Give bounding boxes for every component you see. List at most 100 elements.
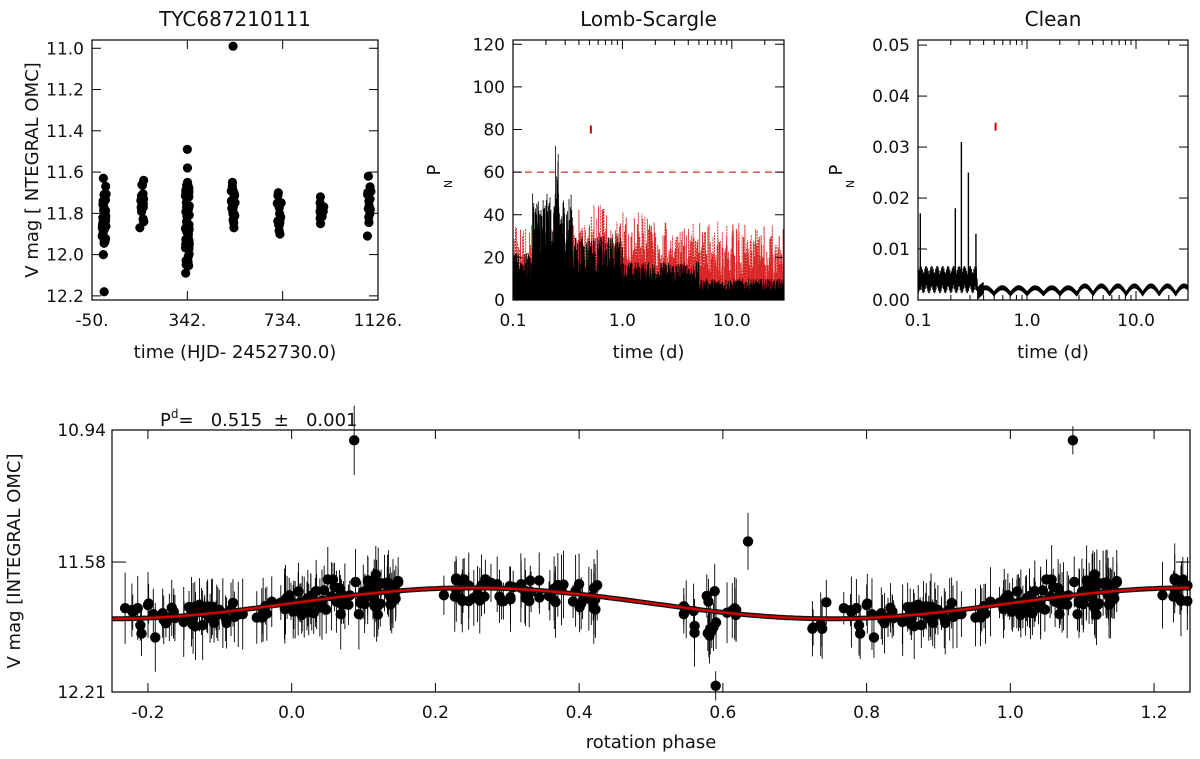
timeseries-point — [228, 41, 238, 51]
lombscargle-ytick-label: 20 — [483, 248, 505, 268]
phase-xtick-label: 0.0 — [278, 703, 305, 723]
phase-point — [947, 611, 959, 623]
clean-xlabel: time (d) — [1017, 342, 1089, 363]
timeseries-point — [99, 189, 109, 200]
timeseries-point — [315, 219, 326, 229]
phase-point — [463, 595, 474, 607]
clean-ytick-label: 0.02 — [872, 189, 910, 209]
lombscargle-title: Lomb-Scargle — [580, 7, 717, 31]
timeseries-point — [276, 198, 286, 208]
phase-point — [1100, 577, 1112, 588]
phase-point — [183, 601, 195, 613]
phase-point — [567, 596, 579, 607]
phase-point — [142, 599, 154, 611]
phase-point — [350, 576, 361, 588]
phase-point — [353, 608, 365, 620]
phase-point — [946, 597, 957, 609]
phase-xtick-label: 0.6 — [709, 703, 736, 723]
period-annotation-value: = 0.515 ± 0.001 — [178, 410, 357, 431]
timeseries-xtick-label: 1126. — [354, 311, 403, 331]
phase-point — [1069, 576, 1080, 588]
phase-point — [1157, 590, 1168, 601]
timeseries-point — [135, 223, 145, 233]
phase-point — [710, 680, 721, 692]
clean-spectrum-series — [917, 265, 1189, 300]
phase-point — [251, 612, 262, 623]
lombscargle-ylabel: P — [424, 164, 445, 175]
phase-point — [194, 599, 205, 610]
phase-point — [816, 623, 828, 635]
phase-point — [1072, 608, 1083, 620]
lombscargle-xlabel: time (d) — [613, 342, 685, 363]
timeseries-point — [136, 202, 146, 212]
phase-point — [1182, 595, 1193, 607]
timeseries-ytick-label: 11.4 — [46, 122, 84, 142]
timeseries-point — [183, 224, 193, 235]
phase-ytick-label: 11.58 — [57, 553, 106, 573]
timeseries-xtick-label: 734. — [264, 311, 302, 331]
phase-xtick-label: 1.0 — [997, 703, 1024, 723]
phase-point — [392, 575, 404, 587]
phase-point — [709, 585, 720, 597]
timeseries-point — [364, 217, 374, 228]
timeseries-point — [229, 223, 239, 233]
lomb-scargle-panel: 0.1 1.0 10.0 0 20 40 60 80 100 120 Lomb-Scargle tim… — [424, 7, 785, 363]
timeseries-point — [101, 181, 111, 191]
timeseries-point — [99, 224, 109, 235]
phase-xtick-label: 0.8 — [853, 703, 880, 723]
phase-point — [227, 597, 239, 609]
timeseries-point — [138, 215, 148, 225]
timeseries-ytick-label: 11.0 — [46, 39, 84, 59]
phase-ytick-label: 10.94 — [57, 421, 106, 441]
clean-frame — [917, 39, 1189, 301]
phase-point — [702, 627, 714, 639]
phase-point — [370, 569, 381, 580]
phase-point — [438, 590, 450, 601]
phase-point — [902, 601, 913, 613]
phase-point — [909, 620, 920, 632]
phase-ylabel: V mag [INTEGRAL OMC] — [4, 454, 25, 669]
phase-point — [1089, 569, 1100, 580]
phase-point — [498, 595, 509, 607]
timeseries-point — [182, 144, 192, 154]
clean-ylabel-subscript: N — [844, 180, 857, 188]
timeseries-point — [365, 194, 375, 204]
lombscargle-xtick-label: 0.1 — [499, 311, 526, 331]
clean-panel: 0.1 1.0 10.0 0.00 0.01 0.02 0.03 0.04 0.05 Clean t… — [826, 7, 1189, 363]
timeseries-point — [99, 287, 109, 297]
phase-point — [701, 590, 712, 602]
lombscargle-xtick-label: 10.0 — [713, 311, 751, 331]
timeseries-point — [181, 260, 191, 270]
phase-xtick-label: 0.4 — [566, 703, 593, 723]
timeseries-point — [363, 204, 373, 214]
phase-point — [1037, 585, 1049, 596]
timeseries-point — [316, 211, 326, 222]
timeseries-point — [99, 236, 109, 246]
phase-point — [868, 632, 880, 643]
phase-point — [590, 604, 601, 615]
phase-point — [229, 611, 240, 623]
timeseries-xtick-label: 342. — [168, 311, 206, 331]
lombscargle-frame — [512, 39, 785, 301]
period-annotation-superscript: d — [171, 407, 179, 421]
phase-xtick-label: 0.2 — [422, 703, 449, 723]
phase-point — [348, 435, 360, 446]
lombscargle-ytick-label: 60 — [483, 163, 505, 183]
phase-point — [885, 602, 896, 614]
timeseries-point — [98, 173, 108, 183]
timeseries-title: TYC687210111 — [158, 7, 311, 31]
phase-point — [373, 600, 384, 611]
phase-point — [382, 577, 393, 588]
clean-ytick-label: 0.00 — [872, 291, 910, 311]
phase-point — [742, 536, 754, 547]
phase-xlabel: rotation phase — [586, 732, 717, 753]
timeseries-ytick-label: 12.0 — [46, 246, 84, 266]
phase-point — [913, 599, 924, 610]
clean-xtick-label: 1.0 — [1013, 311, 1040, 331]
period-annotation: Pd= 0.515 ± 0.001 — [160, 407, 357, 431]
phase-point — [861, 599, 872, 611]
phase-panel: -0.2 0.0 0.2 0.4 0.6 0.8 1.0 1.2 10.94 11.58 12.21… — [4, 405, 1193, 753]
phase-point — [329, 581, 340, 593]
timeseries-point — [137, 180, 148, 190]
